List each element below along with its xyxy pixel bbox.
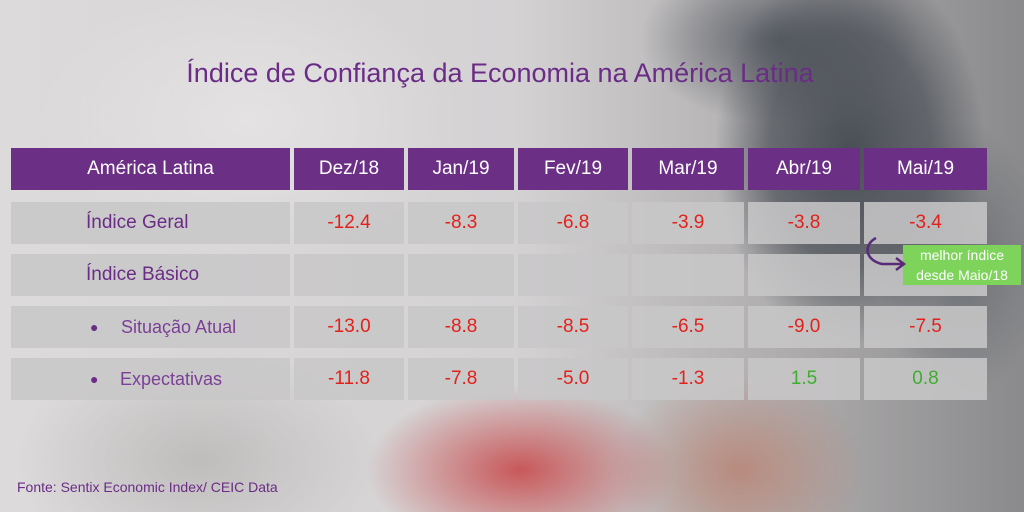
value-label: -5.0 [556, 368, 590, 389]
value-label: -6.5 [671, 316, 705, 337]
value-label: -7.5 [909, 316, 942, 337]
header-month: Mar/19 [632, 148, 744, 190]
header-month: Jan/19 [408, 148, 514, 190]
row-label-cell [11, 306, 290, 348]
annotation-box: melhor índice desde Maio/18 [903, 245, 1021, 285]
table-cell [518, 202, 628, 244]
value-label: 0.8 [912, 368, 939, 389]
table-cell [632, 358, 744, 400]
value-label: -12.4 [327, 212, 371, 233]
value-label: -3.8 [787, 212, 821, 233]
header-month: Dez/18 [294, 148, 404, 190]
header-month: Abr/19 [748, 148, 860, 190]
table-cell [748, 254, 860, 296]
table-cell [632, 254, 744, 296]
value-label: -8.3 [444, 212, 478, 233]
bullet-icon: ● [90, 371, 99, 387]
value-label: 1.5 [790, 368, 818, 389]
row-label-cell [11, 254, 290, 296]
table-cell [748, 358, 860, 400]
table-cell [518, 306, 628, 348]
source-note: Fonte: Sentix Economic Index/ CEIC Data [17, 479, 278, 495]
value-label: -7.8 [444, 368, 478, 389]
value-label: -9.0 [787, 316, 821, 337]
table-cell [748, 202, 860, 244]
row-label: Índice Geral [86, 212, 189, 233]
value-label: -3.9 [671, 212, 705, 233]
annotation-line1: melhor índice [919, 247, 1005, 263]
value-label: -1.3 [671, 368, 705, 389]
annotation-line2: desde Maio/18 [916, 267, 1008, 283]
header-region: América Latina [11, 148, 290, 190]
row-label-cell [11, 202, 290, 244]
table-cell [294, 358, 404, 400]
table-cell [518, 358, 628, 400]
table-cell [632, 306, 744, 348]
row-label: Situação Atual [121, 317, 237, 337]
row-label-cell [11, 358, 290, 400]
header-month: Mai/19 [864, 148, 987, 190]
chart-title: Índice de Confiança da Economia na Améri… [186, 58, 814, 88]
value-label: -8.8 [444, 316, 478, 337]
table-cell [632, 202, 744, 244]
table-cell [294, 202, 404, 244]
row-label: Índice Básico [86, 264, 200, 285]
value-label: -3.4 [909, 212, 942, 233]
table-cell [294, 306, 404, 348]
table-cell [408, 254, 514, 296]
table-cell [408, 358, 514, 400]
table-cell [408, 202, 514, 244]
curved-arrow-icon [866, 236, 907, 271]
value-label: -13.0 [327, 316, 371, 337]
value-label: -6.8 [556, 212, 590, 233]
bullet-icon: ● [90, 319, 99, 335]
table-cell [864, 306, 987, 348]
table-cell [864, 202, 987, 244]
table-cell [408, 306, 514, 348]
table-cell [518, 254, 628, 296]
header-month: Fev/19 [518, 148, 628, 190]
row-label: Expectativas [120, 369, 223, 389]
table-cell [294, 254, 404, 296]
value-label: -8.5 [556, 316, 590, 337]
table-cell [748, 306, 860, 348]
value-label: -11.8 [328, 368, 370, 389]
table-cell [864, 358, 987, 400]
